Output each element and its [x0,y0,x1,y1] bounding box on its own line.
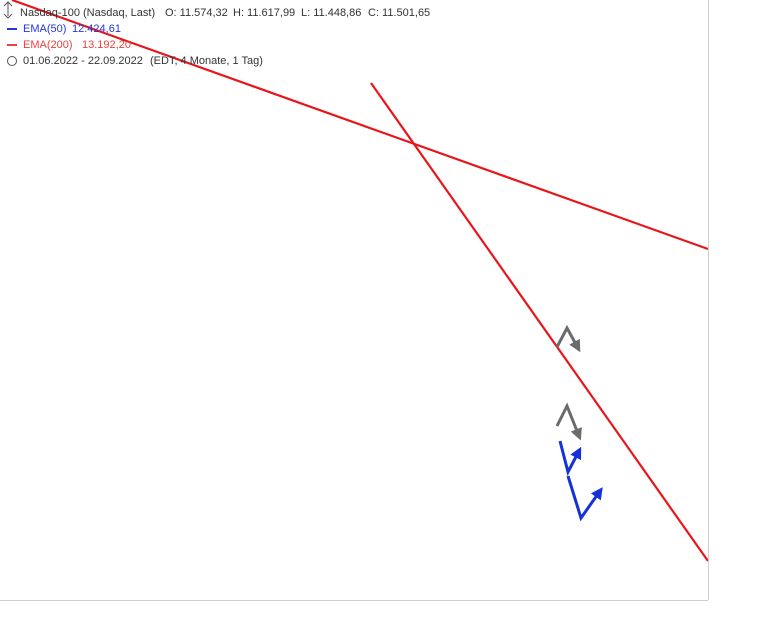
ohlc-high: H: 11.617,99 [233,7,295,19]
legend: Nasdaq-100 (Nasdaq, Last) O: 11.574,32 H… [3,1,430,67]
sort-icon [3,1,13,19]
legend-title: Nasdaq-100 (Nasdaq, Last) [20,7,155,19]
arrow [558,440,582,477]
ohlc-low: L: 11.448,86 [301,7,361,19]
legend-label: EMA(200) [23,39,73,51]
range-note: (EDT, 4 Monate, 1 Tag) [150,55,263,67]
y-axis [0,0,709,601]
trend-drawings [11,0,709,562]
arrow [566,475,603,522]
clock-icon [7,56,17,66]
ohlc-open: O: 11.574,32 [165,7,228,19]
date-range: 01.06.2022 - 22.09.2022 [23,55,143,67]
arrow [555,324,581,353]
trend-line [370,82,709,562]
trend-line [11,0,709,251]
legend-label: EMA(50) [23,23,66,35]
legend-value: 12.424,61 [72,23,121,35]
arrow [555,402,582,441]
ohlc-close: C: 11.501,65 [368,7,430,19]
legend-value: 13.192,20 [82,39,131,51]
